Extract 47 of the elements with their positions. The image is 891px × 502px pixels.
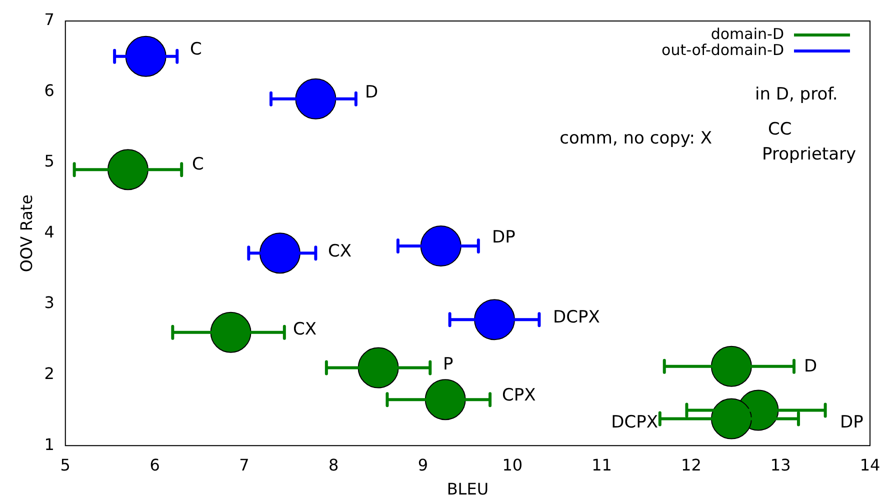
annotation: CC <box>768 119 792 140</box>
point <box>424 379 466 420</box>
y-tick-label: 3 <box>44 293 54 312</box>
point <box>474 299 516 340</box>
point <box>710 346 752 387</box>
x-tick-label: 8 <box>328 455 339 474</box>
point <box>420 226 462 267</box>
annotation: DP <box>840 412 864 432</box>
x-tick-label: 11 <box>592 455 612 474</box>
y-axis-title: OOV Rate <box>16 194 36 272</box>
x-tick-label: 6 <box>150 455 160 474</box>
annotation: DCPX <box>553 307 600 328</box>
point <box>125 36 166 77</box>
annotation: C <box>192 154 204 174</box>
x-tick-label: 7 <box>239 455 250 474</box>
annotation: P <box>443 354 454 374</box>
annotation: in D, prof. <box>755 84 838 104</box>
annotation: D <box>365 82 378 102</box>
x-tick-label: 10 <box>502 455 523 474</box>
annotation: DP <box>492 227 516 248</box>
x-tick-label: 13 <box>770 455 791 474</box>
legend-label: out-of-domain-D <box>662 40 784 59</box>
legend-label: domain-D <box>710 24 784 43</box>
x-tick-label: 14 <box>860 455 880 474</box>
x-tick-label: 5 <box>60 455 70 474</box>
y-tick-label: 7 <box>44 10 54 30</box>
annotation: comm, no copy: X <box>560 128 712 148</box>
point <box>358 347 399 388</box>
x-tick-label: 12 <box>681 455 702 474</box>
point <box>210 312 252 353</box>
y-tick-label: 6 <box>44 80 54 100</box>
x-tick-label: 9 <box>418 455 428 474</box>
annotation: CX <box>293 319 317 340</box>
annotation: CPX <box>502 385 536 406</box>
point <box>259 232 300 274</box>
point <box>107 149 148 190</box>
y-tick-label: 5 <box>44 152 54 171</box>
annotation: DCPX <box>611 412 658 432</box>
annotation: Proprietary <box>762 144 856 164</box>
x-axis-title: BLEU <box>446 480 489 499</box>
y-tick-label: 2 <box>44 364 54 383</box>
annotation: D <box>804 356 818 376</box>
annotation: C <box>190 39 202 60</box>
point <box>295 78 336 120</box>
y-tick-label: 4 <box>44 222 54 242</box>
y-tick-label: 1 <box>44 434 54 454</box>
annotation: CX <box>328 241 352 262</box>
